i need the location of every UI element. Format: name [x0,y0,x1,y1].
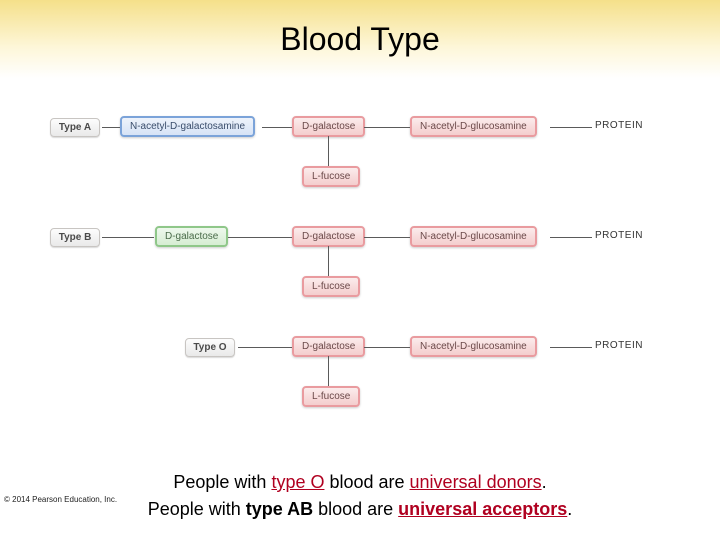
caption-1: People with type O blood are universal d… [0,472,720,493]
protein-a: PROTEIN [595,120,643,131]
node-a-1: N-acetyl-D-galactosamine [120,116,255,137]
caption-text: People with [173,472,271,492]
node-b-fucose: L-fucose [302,276,360,297]
node-a-2: D-galactose [292,116,365,137]
blood-type-diagram: Type A N-acetyl-D-galactosamine D-galact… [40,98,680,458]
caption-highlight: universal donors [410,472,542,492]
header: Blood Type [0,0,720,78]
line [238,347,292,348]
node-b-3: N-acetyl-D-glucosamine [410,226,537,247]
caption-2: People with type AB blood are universal … [0,499,720,520]
node-o-2: N-acetyl-D-glucosamine [410,336,537,357]
line [102,237,154,238]
line [364,127,410,128]
line [364,347,410,348]
protein-b: PROTEIN [595,230,643,241]
node-o-fucose: L-fucose [302,386,360,407]
caption-text: blood are [313,499,398,519]
node-b-2: D-galactose [292,226,365,247]
line [102,127,120,128]
type-a-label: Type A [50,118,100,137]
page-title: Blood Type [280,21,440,58]
node-a-3: N-acetyl-D-glucosamine [410,116,537,137]
node-a-fucose: L-fucose [302,166,360,187]
line [550,127,592,128]
caption-text: . [542,472,547,492]
caption-highlight: type O [271,472,324,492]
line [262,127,292,128]
node-b-1: D-galactose [155,226,228,247]
caption-text: blood are [324,472,409,492]
type-b-label: Type B [50,228,100,247]
line [228,237,292,238]
line [328,356,329,386]
node-o-1: D-galactose [292,336,365,357]
line [550,237,592,238]
line [550,347,592,348]
caption-bold: type AB [246,499,313,519]
protein-o: PROTEIN [595,340,643,351]
type-o-label: Type O [185,338,235,357]
footer-captions: People with type O blood are universal d… [0,466,720,520]
caption-highlight: universal acceptors [398,499,567,519]
caption-text: . [567,499,572,519]
line [364,237,410,238]
caption-text: People with [148,499,246,519]
line [328,136,329,166]
line [328,246,329,276]
